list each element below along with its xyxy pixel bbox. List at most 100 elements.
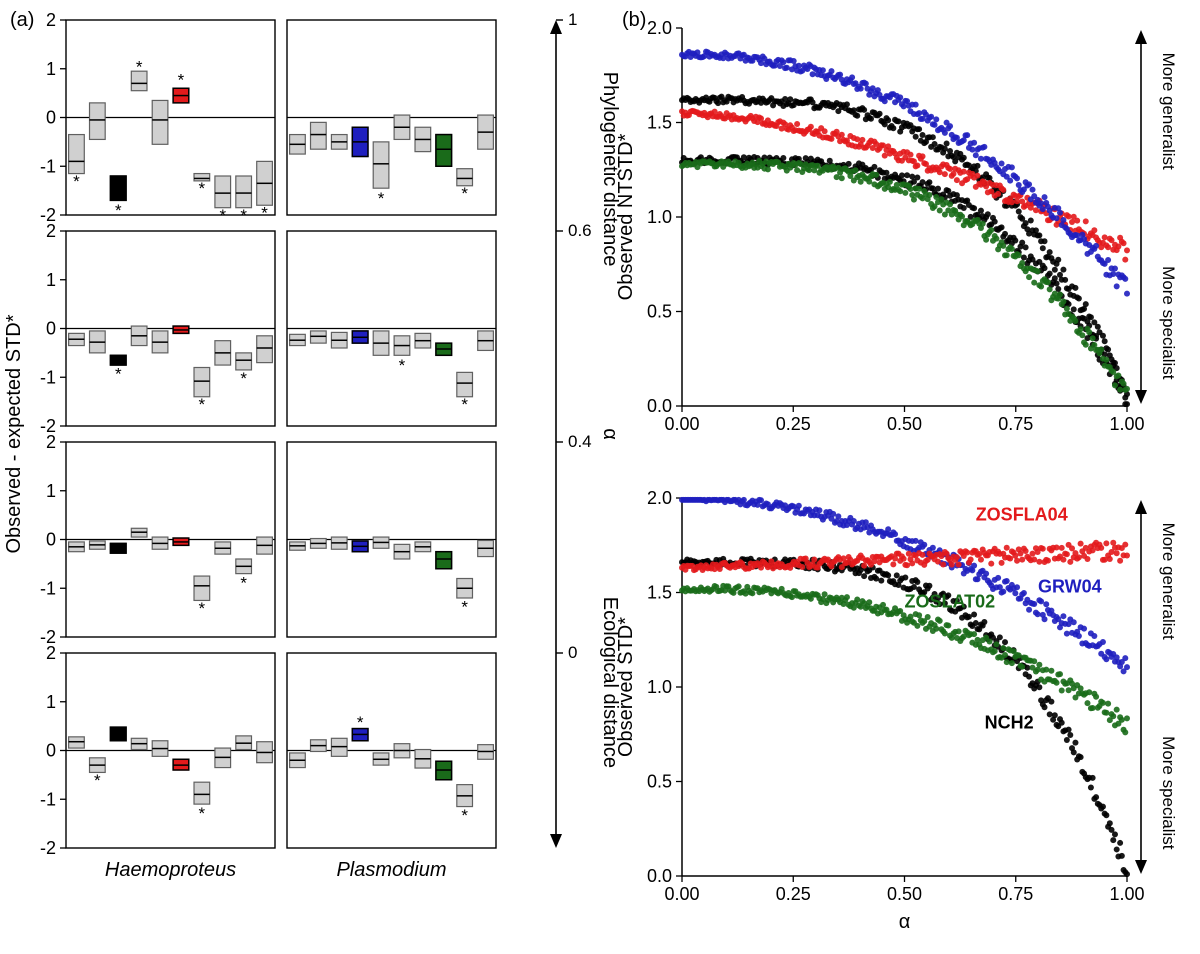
scatter-point bbox=[1066, 727, 1072, 733]
scatter-point bbox=[892, 531, 898, 537]
scatter-point bbox=[1016, 252, 1022, 258]
scatter-point bbox=[1088, 314, 1094, 320]
scatter-point bbox=[1055, 257, 1061, 263]
scatter-point bbox=[854, 113, 860, 119]
scatter-point bbox=[1054, 544, 1060, 550]
scatter-point bbox=[956, 628, 962, 634]
scatter-point bbox=[1090, 775, 1096, 781]
scatter-point bbox=[992, 219, 998, 225]
scatter-point bbox=[926, 179, 932, 185]
scatter-point bbox=[1107, 820, 1113, 826]
star-icon: * bbox=[115, 364, 122, 383]
scatter-point bbox=[971, 140, 977, 146]
scatter-point bbox=[1124, 664, 1130, 670]
scatter-point bbox=[914, 175, 920, 181]
scatter-point bbox=[973, 620, 979, 626]
scatter-point bbox=[1052, 712, 1058, 718]
scatter-point bbox=[791, 58, 797, 64]
scatter-point bbox=[1043, 667, 1049, 673]
scatter-point bbox=[1057, 291, 1063, 297]
xtick-label: 0.25 bbox=[776, 884, 811, 904]
scatter-point bbox=[942, 171, 948, 177]
scatter-point bbox=[1021, 590, 1027, 596]
scatter-point bbox=[1078, 754, 1084, 760]
ytick-label: 1 bbox=[46, 692, 56, 712]
star-icon: * bbox=[73, 172, 80, 191]
scatter-point bbox=[1036, 232, 1042, 238]
scatter-point bbox=[961, 169, 967, 175]
scatter-point bbox=[1091, 227, 1097, 233]
scatter-point bbox=[1084, 556, 1090, 562]
ytick-label: 0.5 bbox=[647, 772, 672, 792]
scatter-point bbox=[916, 110, 922, 116]
scatter-point bbox=[1000, 589, 1006, 595]
scatter-point bbox=[999, 161, 1005, 167]
arrow-up-icon bbox=[1135, 30, 1147, 44]
scatter-point bbox=[1105, 347, 1111, 353]
star-icon: * bbox=[461, 806, 468, 825]
scatter-point bbox=[1066, 213, 1072, 219]
scatter-point bbox=[1059, 545, 1065, 551]
xtick-label: 0.00 bbox=[664, 884, 699, 904]
scatter-point bbox=[1000, 645, 1006, 651]
scatter-point bbox=[973, 152, 979, 158]
ytick-label: 1 bbox=[46, 481, 56, 501]
scatter-point bbox=[1083, 218, 1089, 224]
scatter-point bbox=[1121, 240, 1127, 246]
box bbox=[436, 552, 452, 569]
ytick-label: 1 bbox=[46, 59, 56, 79]
series-label: ZOSFLA04 bbox=[976, 505, 1068, 525]
scatter-point bbox=[992, 648, 998, 654]
scatter-point bbox=[911, 584, 917, 590]
scatter-point bbox=[1004, 578, 1010, 584]
scatter-point bbox=[895, 118, 901, 124]
scatter-point bbox=[916, 186, 922, 192]
scatter-point bbox=[854, 597, 860, 603]
scatter-point bbox=[1115, 373, 1121, 379]
scatter-point bbox=[854, 136, 860, 142]
scatter-point bbox=[1059, 720, 1065, 726]
scatter-point bbox=[1017, 551, 1023, 557]
scatter-point bbox=[890, 561, 896, 567]
box bbox=[436, 135, 452, 167]
scatter-point bbox=[1012, 590, 1018, 596]
scatter-point bbox=[1019, 664, 1025, 670]
scatter-point bbox=[1090, 705, 1096, 711]
box bbox=[311, 122, 327, 149]
scatter-point bbox=[935, 186, 941, 192]
xtick-label: 0.25 bbox=[776, 414, 811, 434]
label-a: (a) bbox=[10, 9, 34, 31]
scatter-point bbox=[1030, 187, 1036, 193]
scatter-point bbox=[1100, 333, 1106, 339]
scatter-point bbox=[1081, 626, 1087, 632]
scatter-point bbox=[999, 224, 1005, 230]
star-icon: * bbox=[178, 70, 185, 89]
box bbox=[90, 103, 106, 140]
scatter-point bbox=[794, 167, 800, 173]
scatter-point bbox=[1026, 274, 1032, 280]
scatter-point bbox=[993, 641, 999, 647]
scatter-point bbox=[894, 572, 900, 578]
scatter-point bbox=[1040, 546, 1046, 552]
scatter-point bbox=[980, 221, 986, 227]
scatter-point bbox=[1103, 540, 1109, 546]
box bbox=[373, 142, 389, 188]
scatter-point bbox=[1060, 557, 1066, 563]
scatter-point bbox=[1071, 619, 1077, 625]
xtick-label: 0.75 bbox=[998, 884, 1033, 904]
scatter-point bbox=[942, 631, 948, 637]
scatter-point bbox=[1102, 338, 1108, 344]
scatter-point bbox=[1057, 671, 1063, 677]
scatter-point bbox=[947, 201, 953, 207]
scatter-point bbox=[866, 599, 872, 605]
scatter-point bbox=[920, 153, 926, 159]
scatter-point bbox=[1009, 246, 1015, 252]
scatter-point bbox=[1047, 271, 1053, 277]
scatter-point bbox=[940, 561, 946, 567]
scatter-point bbox=[913, 538, 919, 544]
label-b: (b) bbox=[622, 9, 646, 31]
star-icon: * bbox=[219, 206, 226, 225]
xtick-label: 0.50 bbox=[887, 414, 922, 434]
ytick-label: 2.0 bbox=[647, 18, 672, 38]
scatter-point bbox=[1021, 255, 1027, 261]
